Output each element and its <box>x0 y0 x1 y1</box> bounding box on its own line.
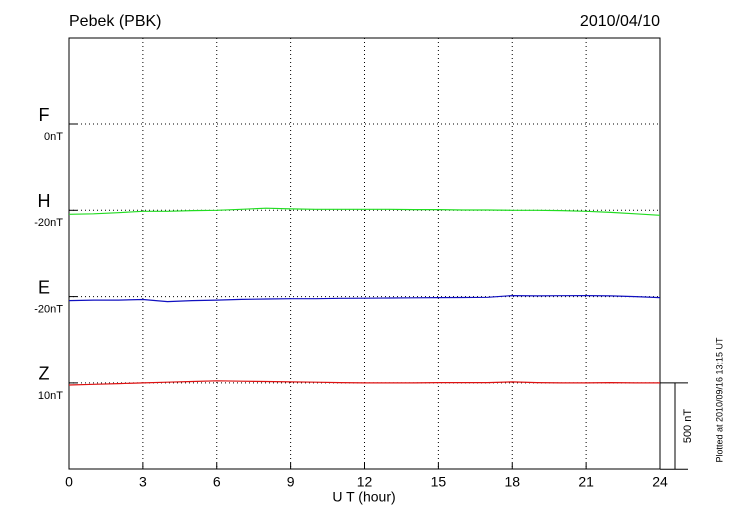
series-name: H <box>38 191 51 211</box>
x-tick-label: 6 <box>213 474 221 490</box>
x-tick-label: 9 <box>287 474 295 490</box>
footnote: Plotted at 2010/09/16 13:15 UT <box>714 337 724 463</box>
offset-label: -20nT <box>34 217 63 229</box>
x-tick-label: 24 <box>652 474 668 490</box>
scale-bar-label: 500 nT <box>682 409 694 444</box>
x-tick-label: 18 <box>504 474 520 490</box>
series-name: F <box>39 105 50 125</box>
x-tick-label: 21 <box>578 474 594 490</box>
chart-title: Pebek (PBK) <box>69 13 161 30</box>
x-tick-label: 12 <box>357 474 373 490</box>
offset-label: 0nT <box>44 131 63 143</box>
date: 2010/04/10 <box>580 13 660 30</box>
series-name: Z <box>39 364 50 384</box>
x-tick-label: 15 <box>431 474 447 490</box>
scale-bar <box>660 382 688 470</box>
trace <box>68 207 661 216</box>
x-tick-label: 3 <box>139 474 147 490</box>
series-name: E <box>38 277 50 297</box>
trace <box>68 380 660 386</box>
trace <box>68 294 661 303</box>
offset-label: 10nT <box>38 390 63 402</box>
offset-label: -20nT <box>34 304 63 316</box>
x-tick-label: 0 <box>65 474 73 490</box>
x-axis-label: U T (hour) <box>332 489 395 505</box>
